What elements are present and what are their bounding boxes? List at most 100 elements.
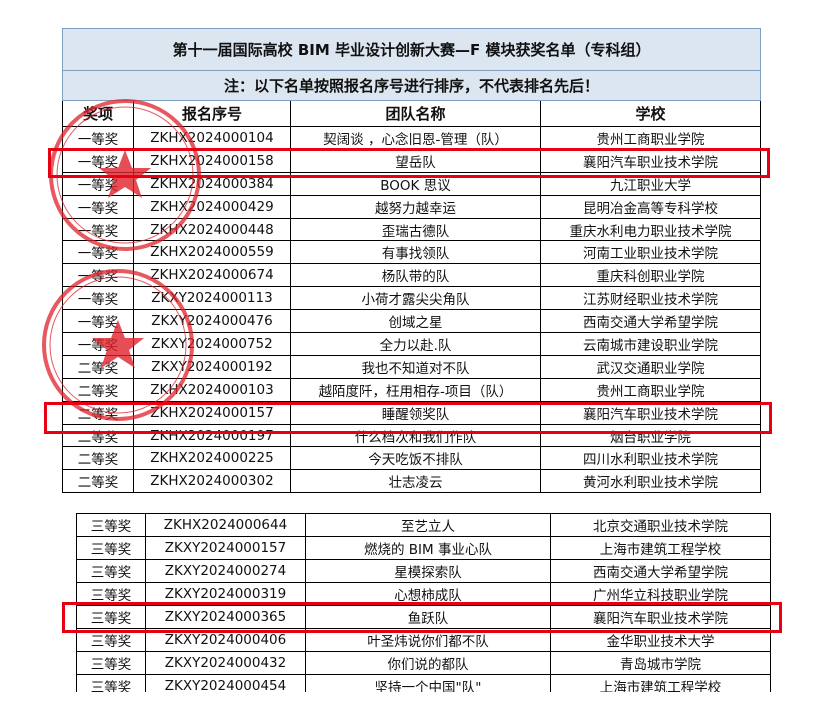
table-cell: 我也不知道对不队: [290, 354, 541, 379]
table-row: 一等奖 ZKHX2024000104 契阔谈 ，心念旧恩-管理（队） 贵州工商职业学院: [62, 126, 762, 150]
table-cell: ZKHX2024000302: [133, 469, 291, 494]
table-cell: 壮志凌云: [290, 469, 541, 494]
table-cell: 一等奖: [62, 126, 134, 150]
table-cell: 越陌度阡，枉用相存-项目（队）: [290, 377, 541, 402]
table-cell: 一等奖: [62, 332, 134, 356]
table-cell: 契阔谈 ，心念旧恩-管理（队）: [290, 126, 541, 150]
table-cell: 贵州工商职业学院: [539, 377, 762, 402]
table-cell: 三等奖: [76, 513, 146, 537]
table-row: 一等奖 ZKXY2024000476 创域之星 西南交通大学希望学院: [62, 309, 762, 334]
table-cell: 杨队带的队: [290, 263, 541, 288]
table-cell: 鱼跃队: [305, 605, 551, 629]
table-cell: ZKXY2024000157: [145, 536, 306, 560]
header-cell: 奖项: [62, 100, 134, 127]
highlight-box: [62, 602, 782, 633]
table-row: 一等奖 ZKHX2024000429 越努力越幸运 昆明冶金高等专科学校: [62, 194, 762, 219]
table-cell: 上海市建筑工程学校: [550, 536, 771, 560]
table-cell: 一等奖: [62, 217, 134, 242]
table-row: 三等奖 ZKHX2024000644 至艺立人 北京交通职业技术学院: [76, 513, 771, 537]
table-cell: 二等奖: [62, 446, 134, 471]
table-cell: 一等奖: [62, 240, 134, 265]
header-row: 奖项 报名序号 团队名称 学校: [62, 100, 762, 127]
highlight-box: [44, 402, 772, 434]
table-cell: ZKXY2024000192: [133, 354, 291, 379]
table-cell: 越努力越幸运: [290, 194, 541, 219]
table-cell: 贵州工商职业学院: [539, 126, 762, 150]
table-cell: 黄河水利职业技术学院: [539, 469, 762, 494]
header-cell: 学校: [539, 100, 762, 127]
table-row: 二等奖 ZKXY2024000192 我也不知道对不队 武汉交通职业学院: [62, 354, 762, 379]
table-cell: ZKHX2024000104: [133, 126, 291, 150]
table-row: 一等奖 ZKHX2024000674 杨队带的队 重庆科创职业学院: [62, 263, 762, 288]
table-cell: ZKHX2024000429: [133, 194, 291, 219]
table-cell: 二等奖: [62, 469, 134, 494]
table-cell: 四川水利职业技术学院: [539, 446, 762, 471]
table-cell: ZKXY2024000113: [133, 286, 291, 311]
table-cell: 三等奖: [76, 651, 146, 675]
table-cell: 重庆水利电力职业技术学院: [539, 217, 762, 242]
table-cell: 西南交通大学希望学院: [550, 559, 771, 583]
table-cell: 坚持一个中国"队": [305, 674, 551, 692]
table-cell: 西南交通大学希望学院: [539, 309, 762, 334]
table-row: 一等奖 ZKXY2024000752 全力以赴.队 云南城市建设职业学院: [62, 332, 762, 356]
table-cell: 北京交通职业技术学院: [550, 513, 771, 537]
table-note: 注：以下名单按照报名序号进行排序，不代表排名先后！: [61, 70, 762, 101]
table-row: 三等奖 ZKXY2024000274 星模探索队 西南交通大学希望学院: [76, 559, 771, 583]
table-cell: 至艺立人: [305, 513, 551, 537]
table-cell: ZKHX2024000644: [145, 513, 306, 537]
table-cell: 青岛城市学院: [550, 651, 771, 675]
table-cell: ZKHX2024000674: [133, 263, 291, 288]
header-cell: 团队名称: [290, 100, 541, 127]
table-cell: 三等奖: [76, 536, 146, 560]
table-cell: ZKXY2024000454: [145, 674, 306, 692]
table-cell: 云南城市建设职业学院: [539, 332, 762, 356]
table-row: 三等奖 ZKXY2024000157 燃烧的 BIM 事业心队 上海市建筑工程学校: [76, 536, 771, 560]
table-cell: 一等奖: [62, 194, 134, 219]
table-row: 二等奖 ZKHX2024000103 越陌度阡，枉用相存-项目（队） 贵州工商职业学院: [62, 377, 762, 402]
table-cell: 江苏财经职业技术学院: [539, 286, 762, 311]
table-row: 一等奖 ZKXY2024000113 小荷才露尖尖角队 江苏财经职业技术学院: [62, 286, 762, 311]
table-cell: ZKHX2024000103: [133, 377, 291, 402]
table-cell: ZKXY2024000432: [145, 651, 306, 675]
table-cell: 小荷才露尖尖角队: [290, 286, 541, 311]
table-cell: 三等奖: [76, 674, 146, 692]
table-cell: 全力以赴.队: [290, 332, 541, 356]
table-title: 第十一届国际高校 BIM 毕业设计创新大赛—F 模块获奖名单（专科组）: [61, 28, 762, 71]
table-cell: 一等奖: [62, 263, 134, 288]
table-cell: ZKXY2024000365: [145, 605, 306, 629]
table-cell: 燃烧的 BIM 事业心队: [305, 536, 551, 560]
table-cell: 创域之星: [290, 309, 541, 334]
table-row: 二等奖 ZKHX2024000302 壮志凌云 黄河水利职业技术学院: [62, 469, 762, 494]
table-cell: 武汉交通职业学院: [539, 354, 762, 379]
table-cell: 二等奖: [62, 354, 134, 379]
table-cell: ZKHX2024000559: [133, 240, 291, 265]
table-cell: 襄阳汽车职业技术学院: [539, 148, 762, 173]
table-cell: 上海市建筑工程学校: [550, 674, 771, 692]
table-row: 一等奖 ZKHX2024000559 有事找领队 河南工业职业技术学院: [62, 240, 762, 265]
table-row: 三等奖 ZKXY2024000432 你们说的都队 青岛城市学院: [76, 651, 771, 675]
table-cell: 三等奖: [76, 605, 146, 629]
table-cell: 星模探索队: [305, 559, 551, 583]
table-cell: 三等奖: [76, 559, 146, 583]
table-cell: ZKXY2024000752: [133, 332, 291, 356]
table-cell: 重庆科创职业学院: [539, 263, 762, 288]
header-cell: 报名序号: [133, 100, 291, 127]
table-cell: 你们说的都队: [305, 651, 551, 675]
table-row: 二等奖 ZKHX2024000225 今天吃饭不排队 四川水利职业技术学院: [62, 446, 762, 471]
table-cell: 有事找领队: [290, 240, 541, 265]
table-cell: ZKHX2024000448: [133, 217, 291, 242]
table-row: 三等奖 ZKXY2024000365 鱼跃队 襄阳汽车职业技术学院: [76, 605, 771, 629]
table-cell: 二等奖: [62, 377, 134, 402]
table-cell: 今天吃饭不排队: [290, 446, 541, 471]
table-cell: 一等奖: [62, 309, 134, 334]
table-cell: 一等奖: [62, 286, 134, 311]
highlight-box: [48, 148, 770, 178]
table-cell: 昆明冶金高等专科学校: [539, 194, 762, 219]
table-cell: 河南工业职业技术学院: [539, 240, 762, 265]
table-row: 一等奖 ZKHX2024000448 歪瑞古德队 重庆水利电力职业技术学院: [62, 217, 762, 242]
table-cell: ZKHX2024000225: [133, 446, 291, 471]
table-cell: ZKXY2024000274: [145, 559, 306, 583]
table-cell: 歪瑞古德队: [290, 217, 541, 242]
table-cell: ZKXY2024000476: [133, 309, 291, 334]
